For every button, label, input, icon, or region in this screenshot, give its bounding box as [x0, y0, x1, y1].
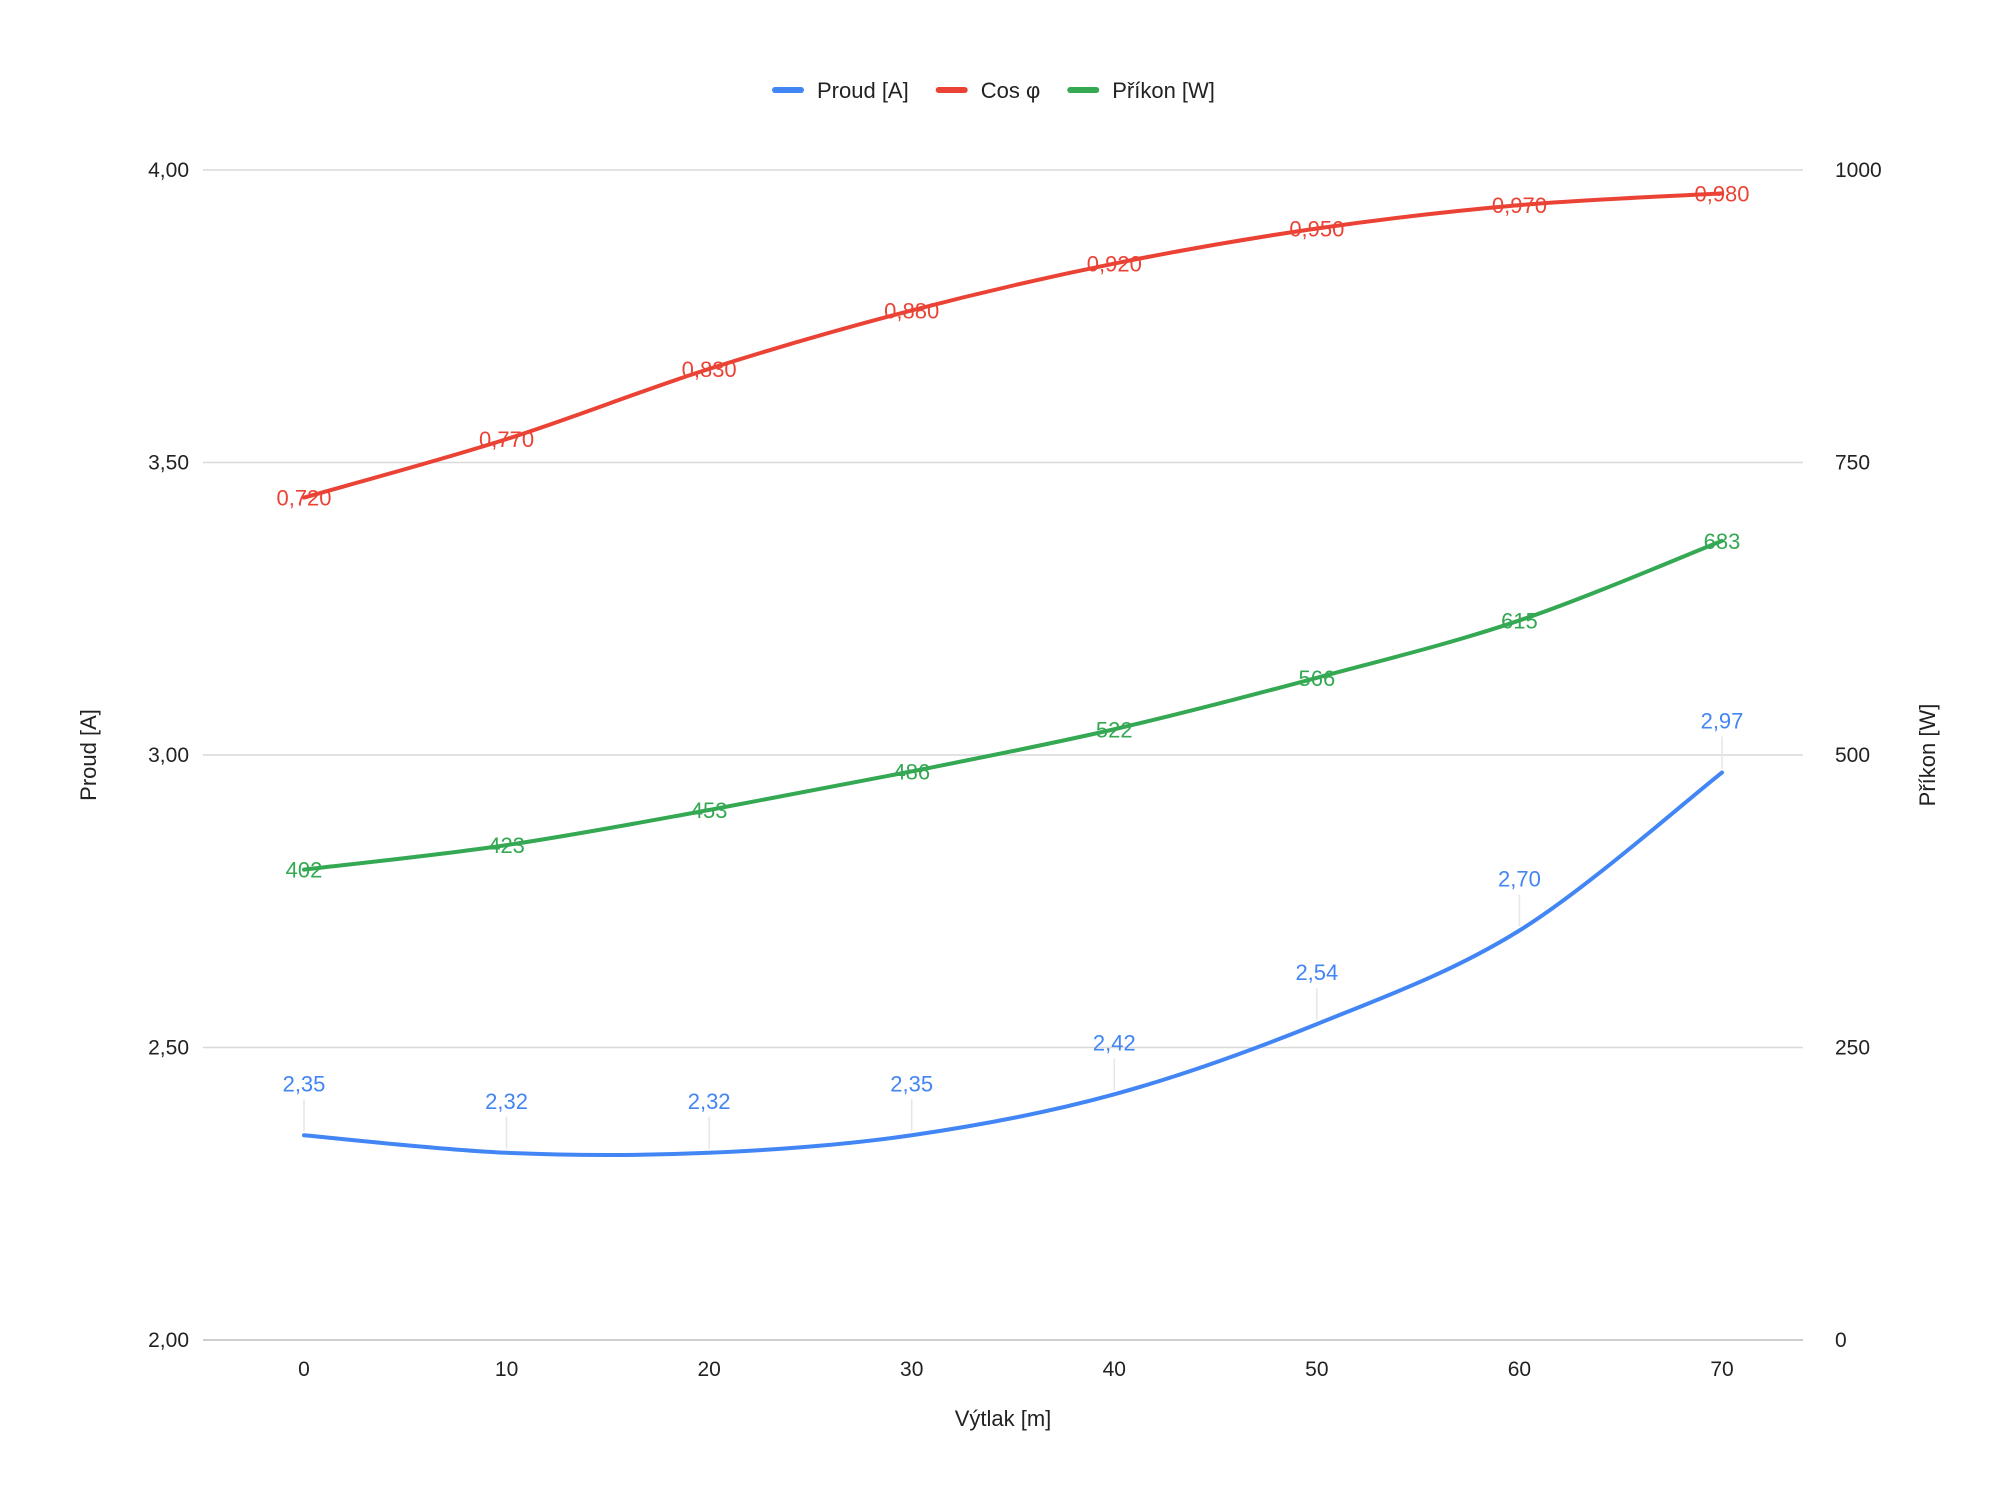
x-tick-label: 0: [298, 1358, 310, 1381]
legend-label: Cos φ: [981, 78, 1041, 103]
data-label: 423: [488, 833, 525, 858]
data-label: 2,97: [1701, 709, 1744, 734]
y-right-tick-label: 750: [1835, 452, 1870, 475]
data-label: 2,42: [1093, 1030, 1136, 1055]
data-label: 566: [1298, 666, 1335, 691]
legend-label: Proud [A]: [817, 78, 909, 103]
data-label: 0,970: [1492, 193, 1547, 218]
series-lines: [302, 191, 1724, 1157]
series-line: [302, 770, 1724, 1157]
data-label: 2,70: [1498, 867, 1541, 892]
data-label: 2,32: [485, 1089, 528, 1114]
y-left-tick-label: 3,00: [148, 744, 189, 767]
x-tick-label: 40: [1103, 1358, 1126, 1381]
x-tick-label: 50: [1305, 1358, 1328, 1381]
x-tick-label: 70: [1710, 1358, 1733, 1381]
data-label: 486: [893, 759, 930, 784]
y-left-tick-label: 2,00: [148, 1329, 189, 1352]
series-line: [302, 538, 1724, 872]
data-label: 683: [1704, 529, 1741, 554]
data-label: 402: [286, 858, 323, 883]
x-tick-label: 20: [697, 1358, 720, 1381]
data-label: 522: [1096, 717, 1133, 742]
y-axis-left-title: Proud [A]: [76, 709, 101, 801]
y-right-tick-label: 250: [1835, 1037, 1870, 1060]
y-axis-right-title: Příkon [W]: [1915, 704, 1940, 807]
data-label: 0,980: [1694, 181, 1749, 206]
data-label: 0,720: [276, 486, 331, 511]
data-label: 2,54: [1295, 960, 1338, 985]
axes: Výtlak [m] Proud [A] Příkon [W] 2,00 0 2,5…: [76, 159, 1940, 1431]
y-left-tick-label: 2,50: [148, 1037, 189, 1060]
data-label: 615: [1501, 608, 1538, 633]
data-labels: 2,35 2,32 2,32 2,35 2,42 2,54 2,70 2,97 0,720 0,7…: [276, 181, 1750, 1149]
y-left-tick-label: 3,50: [148, 452, 189, 475]
y-left-tick-label: 4,00: [148, 159, 189, 182]
y-right-tick-label: 0: [1835, 1329, 1847, 1352]
data-label: 453: [691, 798, 728, 823]
series-line: [302, 191, 1724, 500]
data-label: 0,770: [479, 427, 534, 452]
data-label: 0,950: [1289, 217, 1344, 242]
data-label: 2,35: [283, 1071, 326, 1096]
data-label: 0,920: [1087, 252, 1142, 277]
data-label: 2,32: [688, 1089, 731, 1114]
legend-label: Příkon [W]: [1112, 78, 1215, 103]
x-tick-label: 10: [495, 1358, 518, 1381]
y-right-tick-label: 500: [1835, 744, 1870, 767]
x-tick-label: 30: [900, 1358, 923, 1381]
y-right-tick-label: 1000: [1835, 159, 1882, 182]
data-label: 2,35: [890, 1071, 933, 1096]
legend: Proud [A] Cos φ Příkon [W]: [772, 78, 1215, 103]
x-tick-label: 60: [1508, 1358, 1531, 1381]
data-label: 0,830: [682, 357, 737, 382]
x-axis-title: Výtlak [m]: [955, 1406, 1052, 1431]
data-label: 0,880: [884, 298, 939, 323]
